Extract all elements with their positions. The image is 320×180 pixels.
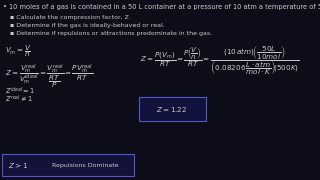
Text: • 10 moles of a gas is contained in a 50 L container at a pressure of 10 atm a t: • 10 moles of a gas is contained in a 50… [3,4,320,10]
Text: $Z^{real} \neq 1$: $Z^{real} \neq 1$ [5,94,33,105]
Text: ▪ Determine if repulsions or attractions predominate in the gas.: ▪ Determine if repulsions or attractions… [10,31,212,36]
Text: ▪ Calculate the compression factor, Z: ▪ Calculate the compression factor, Z [10,15,129,20]
Text: ▪ Determine if the gas is ideally-behaved or real.: ▪ Determine if the gas is ideally-behave… [10,23,165,28]
Text: $Z = 1.22$: $Z = 1.22$ [156,105,188,114]
FancyBboxPatch shape [139,97,206,121]
Text: $Z^{ideal} = 1$: $Z^{ideal} = 1$ [5,86,35,97]
Text: Repulsions Dominate: Repulsions Dominate [52,163,119,168]
FancyBboxPatch shape [2,154,134,176]
Text: $V_m = \dfrac{V}{n}$: $V_m = \dfrac{V}{n}$ [5,44,31,59]
Text: $Z > 1$: $Z > 1$ [8,161,28,170]
Text: $Z = \dfrac{V_m^{real}}{V_m^{ideal}} = \dfrac{V_m^{real}}{\dfrac{RT}{P}} = \dfra: $Z = \dfrac{V_m^{real}}{V_m^{ideal}} = \… [5,62,94,90]
Text: $Z = \dfrac{P(V_m)}{RT} = \dfrac{P\!\left(\dfrac{V}{n}\right)}{RT} = \dfrac{(10\: $Z = \dfrac{P(V_m)}{RT} = \dfrac{P\!\lef… [140,44,300,76]
